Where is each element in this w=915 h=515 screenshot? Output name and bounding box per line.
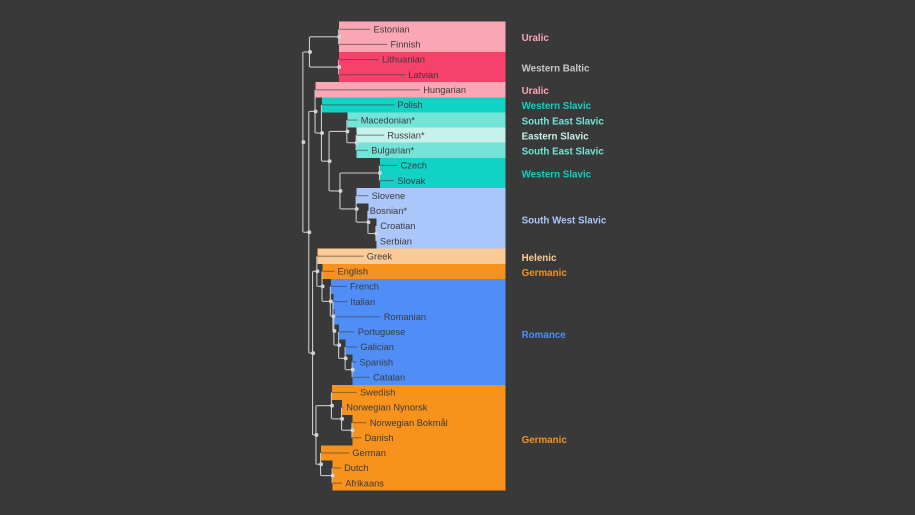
svg-text:South East Slavic: South East Slavic — [522, 116, 605, 127]
svg-text:Croatian: Croatian — [380, 221, 415, 231]
svg-text:Norwegian Nynorsk: Norwegian Nynorsk — [346, 403, 427, 413]
svg-text:Czech: Czech — [401, 161, 427, 171]
svg-text:South East Slavic: South East Slavic — [522, 147, 605, 158]
svg-text:Latvian: Latvian — [408, 70, 438, 80]
svg-text:Western Baltic: Western Baltic — [522, 63, 590, 74]
svg-text:Danish: Danish — [365, 433, 394, 443]
svg-text:Russian*: Russian* — [387, 130, 425, 140]
svg-text:English: English — [338, 267, 369, 277]
svg-text:Finnish: Finnish — [391, 40, 421, 50]
svg-text:Portuguese: Portuguese — [358, 327, 406, 337]
svg-text:Afrikaans: Afrikaans — [345, 478, 384, 488]
svg-text:Macedonian*: Macedonian* — [361, 115, 416, 125]
svg-text:Estonian: Estonian — [374, 24, 410, 34]
svg-text:Galician: Galician — [360, 342, 394, 352]
svg-text:Greek: Greek — [367, 251, 393, 261]
svg-text:Polish: Polish — [397, 100, 422, 110]
svg-text:Western Slavic: Western Slavic — [522, 169, 592, 180]
svg-text:Lithuanian: Lithuanian — [382, 55, 425, 65]
svg-text:Uralic: Uralic — [522, 86, 550, 97]
svg-text:Hungarian: Hungarian — [423, 85, 466, 95]
svg-text:Romanian: Romanian — [384, 312, 426, 322]
svg-text:Helenic: Helenic — [522, 253, 557, 264]
svg-text:Norwegian Bokmål: Norwegian Bokmål — [370, 418, 448, 428]
svg-text:Dutch: Dutch — [344, 463, 368, 473]
svg-text:Swedish: Swedish — [360, 388, 395, 398]
svg-text:Uralic: Uralic — [522, 33, 550, 44]
svg-text:South West Slavic: South West Slavic — [522, 216, 607, 227]
svg-text:Bosnian*: Bosnian* — [370, 206, 408, 216]
svg-text:French: French — [350, 282, 379, 292]
svg-text:Bulgarian*: Bulgarian* — [371, 146, 414, 156]
svg-text:Germanic: Germanic — [522, 435, 568, 446]
svg-text:Slovak: Slovak — [397, 176, 425, 186]
svg-text:Romance: Romance — [522, 330, 567, 341]
svg-text:Eastern Slavic: Eastern Slavic — [522, 131, 590, 142]
svg-text:Slovene: Slovene — [372, 191, 406, 201]
svg-text:Spanish: Spanish — [360, 357, 394, 367]
svg-text:Germanic: Germanic — [522, 268, 568, 279]
svg-text:Serbian: Serbian — [380, 236, 412, 246]
svg-text:Western Slavic: Western Slavic — [522, 101, 592, 112]
svg-text:Italian: Italian — [350, 297, 375, 307]
svg-text:Catalan: Catalan — [373, 372, 405, 382]
svg-text:German: German — [352, 448, 386, 458]
